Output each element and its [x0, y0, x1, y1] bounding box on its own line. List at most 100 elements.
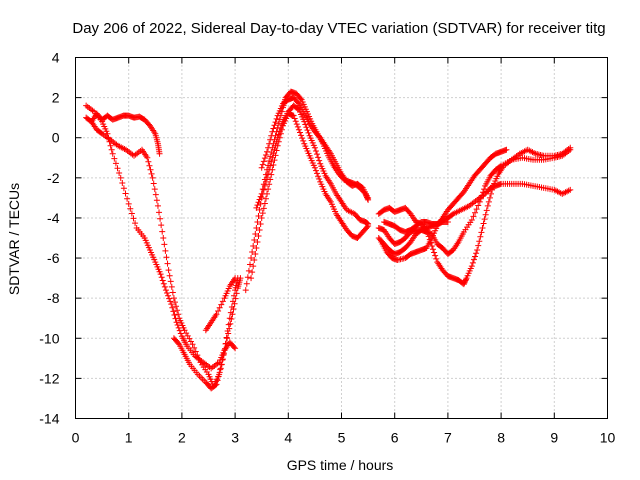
data-point — [365, 222, 372, 229]
data-point — [271, 122, 278, 129]
data-point — [264, 166, 271, 173]
data-point — [265, 144, 272, 151]
data-point — [265, 186, 272, 193]
data-point — [160, 280, 167, 287]
data-point — [473, 250, 480, 257]
data-point — [108, 146, 115, 153]
data-point — [130, 215, 137, 222]
data-point — [249, 249, 256, 256]
data-point — [269, 128, 276, 135]
data-point — [253, 224, 260, 231]
y-tick-label: -14 — [39, 411, 59, 427]
data-point — [221, 345, 228, 352]
data-point — [219, 356, 226, 363]
data-point — [270, 125, 277, 132]
y-tick-label: -12 — [39, 370, 59, 386]
data-point — [479, 224, 486, 231]
axis-ticks: 0 1 2 3 4 5 6 7 8 9 10 -14 -12 -10 -8 -6 -4 -2 0 2 4 — [39, 50, 615, 446]
data-point — [232, 275, 239, 282]
data-point — [422, 225, 429, 232]
data-point — [311, 144, 318, 151]
y-tick-label: -8 — [47, 290, 60, 306]
data-point — [314, 151, 321, 158]
data-point — [232, 295, 239, 302]
data-point — [219, 356, 226, 363]
data-point — [267, 153, 274, 160]
data-point — [255, 199, 262, 206]
data-point — [168, 283, 175, 290]
data-point — [468, 263, 475, 270]
data-point — [117, 174, 124, 181]
x-tick-label: 8 — [497, 430, 505, 446]
data-point — [152, 191, 159, 198]
data-point — [124, 195, 131, 202]
series-track-12 — [375, 144, 574, 288]
data-point — [297, 129, 304, 136]
data-point — [274, 142, 281, 149]
data-point — [265, 162, 272, 169]
data-point — [191, 344, 198, 351]
series-track-13 — [378, 146, 510, 264]
data-point — [161, 283, 168, 290]
y-tick-label: 0 — [52, 130, 60, 146]
data-point — [478, 192, 485, 199]
data-point — [305, 129, 312, 136]
data-point — [291, 115, 298, 122]
data-point — [261, 155, 268, 162]
data-point — [243, 280, 250, 287]
data-point — [173, 319, 180, 326]
data-point — [231, 300, 238, 307]
data-point — [218, 361, 225, 368]
data-point — [273, 115, 280, 122]
data-point — [165, 292, 172, 299]
series-track-9 — [258, 94, 372, 201]
data-point — [259, 186, 266, 193]
data-point — [267, 136, 274, 143]
data-point — [482, 211, 489, 218]
grid — [75, 57, 608, 419]
data-point — [125, 200, 132, 207]
data-point — [444, 218, 451, 225]
data-point — [260, 186, 267, 193]
data-point — [257, 220, 264, 227]
y-tick-label: -2 — [47, 170, 60, 186]
data-point — [266, 181, 273, 188]
data-point — [175, 340, 182, 347]
data-point — [112, 160, 119, 167]
data-point — [255, 212, 262, 219]
data-point — [146, 162, 153, 169]
data-point — [153, 197, 160, 204]
data-point — [272, 152, 279, 159]
data-point — [164, 289, 171, 296]
data-point — [252, 230, 259, 237]
data-point — [223, 340, 230, 347]
data-point — [294, 123, 301, 130]
data-point — [260, 181, 267, 188]
data-point — [257, 193, 264, 200]
data-point — [177, 330, 184, 337]
series-track-4 — [170, 275, 244, 392]
data-point — [267, 176, 274, 183]
data-point — [476, 238, 483, 245]
data-point — [225, 330, 232, 337]
data-point — [158, 222, 165, 229]
data-point — [217, 366, 224, 373]
data-point — [167, 298, 174, 305]
data-point — [224, 335, 231, 342]
data-point — [217, 365, 224, 372]
data-point — [486, 194, 493, 201]
data-point — [261, 176, 268, 183]
data-point — [292, 118, 299, 125]
data-point — [170, 308, 177, 315]
data-point — [275, 138, 282, 145]
data-point — [169, 289, 176, 296]
data-point — [365, 194, 372, 201]
data-point — [484, 202, 491, 209]
data-point — [264, 148, 271, 155]
data-point — [469, 259, 476, 266]
data-point — [164, 260, 171, 267]
data-point — [163, 254, 170, 261]
y-tick-label: -10 — [39, 330, 59, 346]
data-point — [271, 157, 278, 164]
